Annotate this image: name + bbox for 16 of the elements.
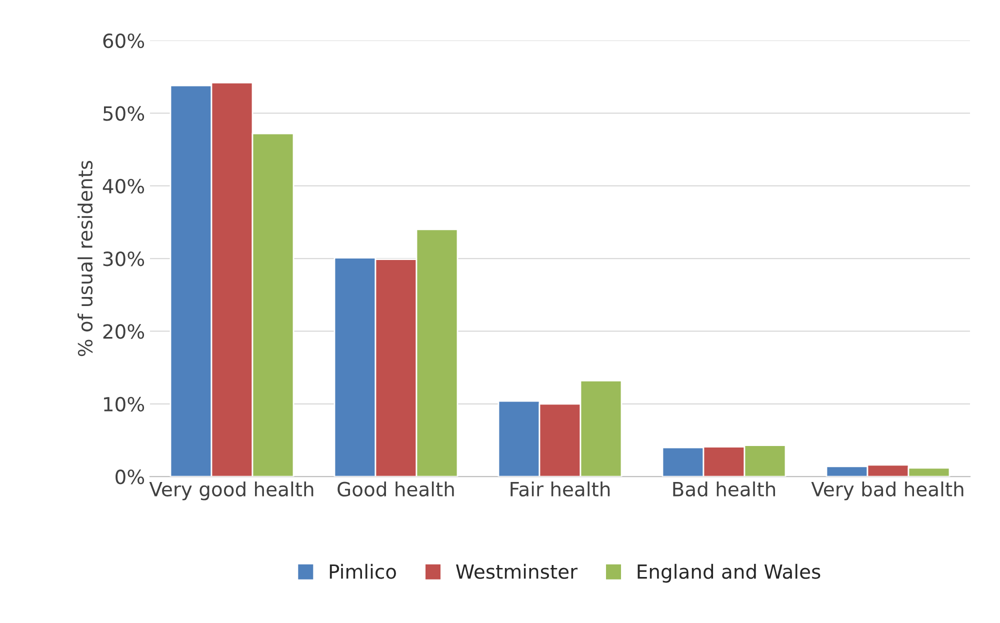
y-tick-label: 30% xyxy=(103,252,144,266)
y-tick-label: 50% xyxy=(103,106,144,121)
y-axis-title: % of usual residents xyxy=(78,160,93,356)
x-tick-label: Bad health xyxy=(673,481,776,497)
x-tick-label: Very good health xyxy=(149,481,314,500)
x-tick-label: Fair health xyxy=(510,481,610,497)
legend-label: England and Wales xyxy=(638,564,820,583)
x-tick-label: Good health xyxy=(338,481,454,497)
legend-label: Pimlico xyxy=(330,564,396,579)
y-tick-label: 40% xyxy=(102,178,144,194)
y-tick-label: 10% xyxy=(104,396,144,412)
y-tick-label: 20% xyxy=(103,324,144,339)
x-tick-label: Very bad health xyxy=(811,481,964,500)
legend-label: Westminster xyxy=(456,564,578,579)
y-tick-label: 0% xyxy=(116,470,144,484)
y-tick-label: 60% xyxy=(103,33,144,48)
